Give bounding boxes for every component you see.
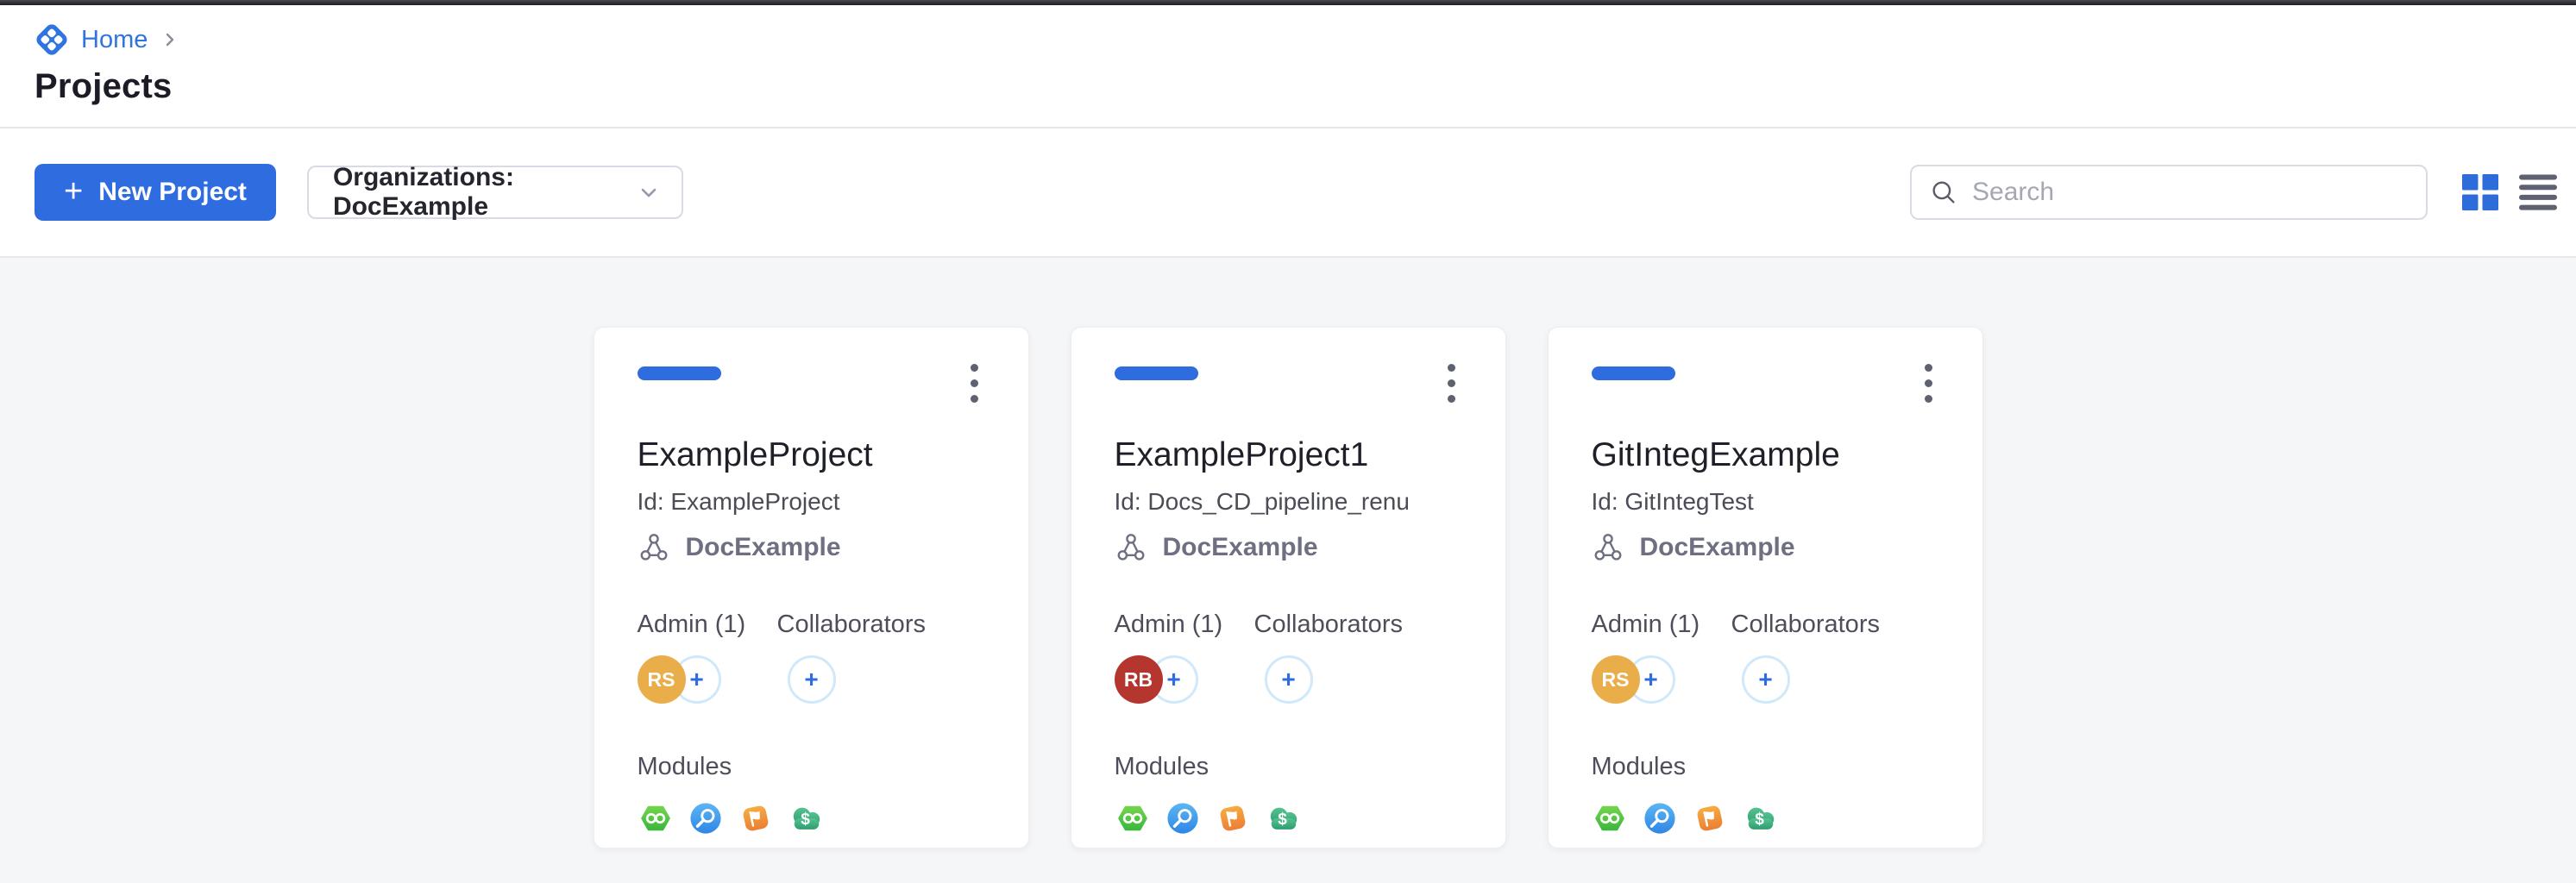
svg-text:$: $ [801,811,810,829]
svg-text:$: $ [1755,811,1764,829]
projects-grid: ExampleProject Id: ExampleProject DocExa… [0,258,2576,849]
admin-label: Admin (1) [1114,611,1223,638]
new-project-label: New Project [98,178,247,206]
plus-icon: + [64,172,84,210]
project-id: Id: GitIntegTest [1591,488,1754,515]
search-input[interactable] [1972,178,2409,207]
view-toggles [2462,173,2557,211]
page-header: Home Projects [0,5,2576,128]
feature-flags-icon [739,802,772,835]
chevron-down-icon [637,180,661,204]
feature-flags-icon [1216,802,1249,835]
breadcrumb: Home [35,21,2541,59]
collaborators-label: Collaborators [776,611,926,638]
breadcrumb-separator-icon [160,29,180,50]
module-icons: $ [1115,802,1462,835]
cloud-cost-icon: $ [1266,802,1301,835]
add-collaborator-button[interactable]: + [1264,655,1313,704]
card-menu-button[interactable] [1442,362,1461,404]
continuous-delivery-icon [1116,802,1149,835]
modules-label: Modules [1114,753,1209,780]
collaborators-label: Collaborators [1253,611,1403,638]
project-id: Id: Docs_CD_pipeline_renu [1114,488,1410,515]
organization-name: DocExample [1162,533,1318,561]
admin-label: Admin (1) [637,611,746,638]
organization-name: DocExample [685,533,841,561]
page-title: Projects [35,67,173,105]
search-icon [1929,178,1958,207]
project-color-bar [637,366,721,380]
continuous-delivery-icon [1593,802,1626,835]
organization-icon [1115,531,1147,564]
organization-name: DocExample [1639,533,1795,561]
project-card[interactable]: ExampleProject Id: ExampleProject DocExa… [593,327,1029,849]
admin-avatar[interactable]: RB [1114,655,1163,704]
service-reliability-icon [689,802,722,835]
add-collaborator-button[interactable]: + [787,655,836,704]
module-icons: $ [1592,802,1939,835]
list-view-button[interactable] [2519,173,2557,211]
project-id: Id: ExampleProject [637,488,840,515]
harness-logo-icon[interactable] [35,22,69,57]
project-title: GitIntegExample [1591,436,1840,473]
org-filter-dropdown[interactable]: Organizations: DocExample [306,163,683,221]
admin-avatar[interactable]: RS [1591,655,1640,704]
module-icons: $ [638,802,985,835]
modules-label: Modules [1591,753,1687,780]
modules-label: Modules [637,753,732,780]
cloud-cost-icon: $ [1744,802,1778,835]
project-card[interactable]: ExampleProject1 Id: Docs_CD_pipeline_ren… [1070,327,1506,849]
list-view-icon [2519,173,2557,211]
breadcrumb-home-link[interactable]: Home [81,25,148,53]
admin-label: Admin (1) [1591,611,1700,638]
project-title: ExampleProject1 [1114,436,1369,473]
card-menu-button[interactable] [965,362,983,404]
more-options-icon [1924,364,1932,372]
more-options-icon [1447,364,1455,372]
continuous-delivery-icon [639,802,672,835]
card-menu-button[interactable] [1919,362,1938,404]
grid-view-button[interactable] [2462,174,2498,210]
project-color-bar [1591,366,1675,380]
project-color-bar [1114,366,1198,380]
grid-view-icon [2462,174,2498,210]
svg-text:$: $ [1278,811,1287,829]
admin-avatar[interactable]: RS [637,655,686,704]
cloud-cost-icon: $ [789,802,824,835]
collaborators-label: Collaborators [1731,611,1880,638]
service-reliability-icon [1166,802,1199,835]
more-options-icon [970,364,978,372]
feature-flags-icon [1693,802,1726,835]
organization-icon [638,531,670,564]
search-box [1910,165,2428,220]
project-card[interactable]: GitIntegExample Id: GitIntegTest DocExam… [1547,327,1983,849]
project-title: ExampleProject [637,436,873,473]
add-collaborator-button[interactable]: + [1741,655,1790,704]
org-filter-value: Organizations: DocExample [332,163,514,221]
organization-icon [1592,531,1624,564]
service-reliability-icon [1643,802,1676,835]
toolbar: + New Project Organizations: DocExample [0,128,2576,258]
window-top-bar [0,0,2576,5]
new-project-button[interactable]: + New Project [35,164,276,221]
